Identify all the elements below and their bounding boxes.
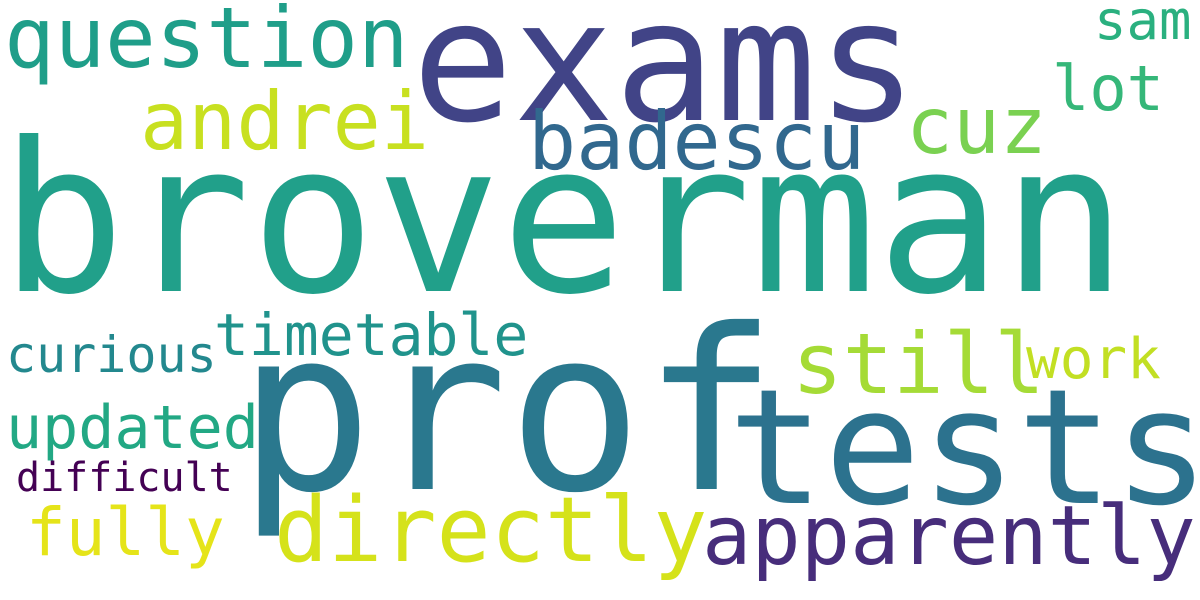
word-difficult: difficult <box>16 455 233 501</box>
word-timetable: timetable <box>214 301 529 369</box>
word-tests: tests <box>728 354 1200 541</box>
word-prof: prof <box>238 281 778 542</box>
word-sam: sam <box>1094 0 1192 52</box>
word-exams: exams <box>412 0 918 160</box>
word-updated: updated <box>6 393 259 463</box>
word-question: question <box>4 0 409 87</box>
word-lot: lot <box>1052 52 1164 125</box>
word-work: work <box>1026 327 1161 392</box>
word-curious: curious <box>6 326 217 384</box>
word-fully: fully <box>26 494 225 571</box>
word-cuz: cuz <box>906 82 1047 172</box>
word-broverman: broverman <box>0 99 1128 341</box>
word-still: still <box>792 315 1045 413</box>
word-apparently: apparently <box>702 489 1196 584</box>
word-directly: directly <box>274 478 708 583</box>
word-andrei: andrei <box>140 75 429 168</box>
word-badescu: badescu <box>528 95 866 188</box>
